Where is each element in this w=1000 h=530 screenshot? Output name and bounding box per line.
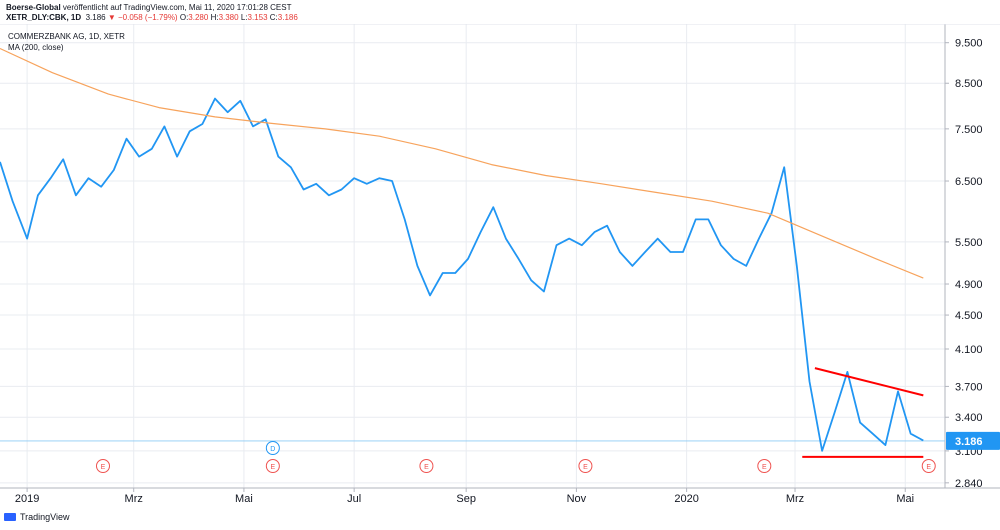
- footer: TradingView: [4, 512, 70, 522]
- series-layer: [0, 47, 945, 458]
- publisher-name[interactable]: Boerse-Global: [6, 3, 61, 12]
- y-tick-label: 6.500: [955, 176, 983, 188]
- event-marker-label: E: [271, 464, 276, 471]
- y-tick-label: 7.500: [955, 124, 983, 136]
- last-price-badge-label: 3.186: [955, 436, 983, 448]
- x-tick-label: Jul: [347, 493, 361, 505]
- x-tick-label: Sep: [456, 493, 476, 505]
- publish-info: Boerse-Global veröffentlicht auf Trading…: [6, 3, 292, 12]
- tradingview-logo-icon: [4, 513, 16, 521]
- y-tick-label: 4.500: [955, 310, 983, 322]
- earnings-marker[interactable]: [757, 459, 772, 473]
- x-tick-label: Mrz: [125, 493, 143, 505]
- chart-header: Boerse-Global veröffentlicht auf Trading…: [0, 0, 1000, 24]
- earnings-marker[interactable]: [578, 459, 593, 473]
- event-marker-label: D: [270, 446, 275, 453]
- event-markers[interactable]: E D E E E E E: [95, 441, 936, 473]
- earnings-marker[interactable]: [921, 459, 936, 473]
- price-change: −0.058 (−1.79%): [118, 13, 178, 22]
- y-tick-label: 3.700: [955, 381, 983, 393]
- x-axis[interactable]: 2019 Mrz Mai Jul Sep Nov 2020 Mrz Mai: [15, 488, 914, 505]
- event-marker-label: E: [762, 464, 767, 471]
- high-label: H:: [210, 13, 219, 22]
- y-tick-label: 9.500: [955, 38, 983, 50]
- chart-title: COMMERZBANK AG, 1D, XETR: [8, 32, 125, 41]
- price-chart[interactable]: E D E E E E E 9.500 8.500 7.500 6.500 5.500 4.900 4.…: [0, 24, 1000, 508]
- down-arrow-icon: ▼: [107, 13, 116, 22]
- event-marker-label: E: [101, 464, 106, 471]
- high-value: 3.380: [218, 13, 239, 22]
- dividend-marker[interactable]: [265, 441, 280, 455]
- x-tick-label: Mrz: [786, 493, 804, 505]
- y-tick-label: 3.400: [955, 412, 983, 424]
- symbol-name: XETR_DLY:CBK, 1D: [6, 13, 82, 22]
- indicator-label[interactable]: MA (200, close): [8, 43, 64, 52]
- event-marker-label: E: [583, 464, 588, 471]
- symbol-info: XETR_DLY:CBK, 1D 3.186 ▼ −0.058 (−1.79%)…: [6, 13, 298, 22]
- resistance-trendline[interactable]: [814, 367, 924, 397]
- ma-200-line[interactable]: [0, 47, 924, 279]
- close-value: 3.186: [277, 13, 298, 22]
- x-tick-label: Mai: [896, 493, 914, 505]
- publish-text: veröffentlicht auf TradingView.com, Mai …: [60, 3, 292, 12]
- low-value: 3.153: [247, 13, 268, 22]
- last-price: 3.186: [85, 13, 106, 22]
- event-marker-label: E: [926, 464, 931, 471]
- close-label: C:: [269, 13, 278, 22]
- y-tick-label: 5.500: [955, 237, 983, 249]
- y-axis[interactable]: 9.500 8.500 7.500 6.500 5.500 4.900 4.500 4.100…: [945, 38, 1000, 490]
- x-tick-label: Nov: [567, 493, 587, 505]
- y-tick-label: 4.100: [955, 344, 983, 356]
- open-label: O:: [179, 13, 189, 22]
- x-tick-label: 2020: [674, 493, 698, 505]
- y-tick-label: 4.900: [955, 279, 983, 291]
- low-label: L:: [240, 13, 248, 22]
- footer-brand[interactable]: TradingView: [20, 512, 70, 522]
- chart-background: [0, 24, 1000, 508]
- earnings-marker[interactable]: [95, 459, 110, 473]
- x-tick-label: Mai: [235, 493, 253, 505]
- y-tick-label: 2.840: [955, 478, 983, 490]
- price-line[interactable]: [0, 97, 924, 452]
- y-tick-label: 8.500: [955, 78, 983, 90]
- event-marker-label: E: [424, 464, 429, 471]
- earnings-marker[interactable]: [419, 459, 434, 473]
- last-price-badge: [946, 431, 1000, 450]
- x-tick-label: 2019: [15, 493, 39, 505]
- open-value: 3.280: [188, 13, 209, 22]
- earnings-marker[interactable]: [265, 459, 280, 473]
